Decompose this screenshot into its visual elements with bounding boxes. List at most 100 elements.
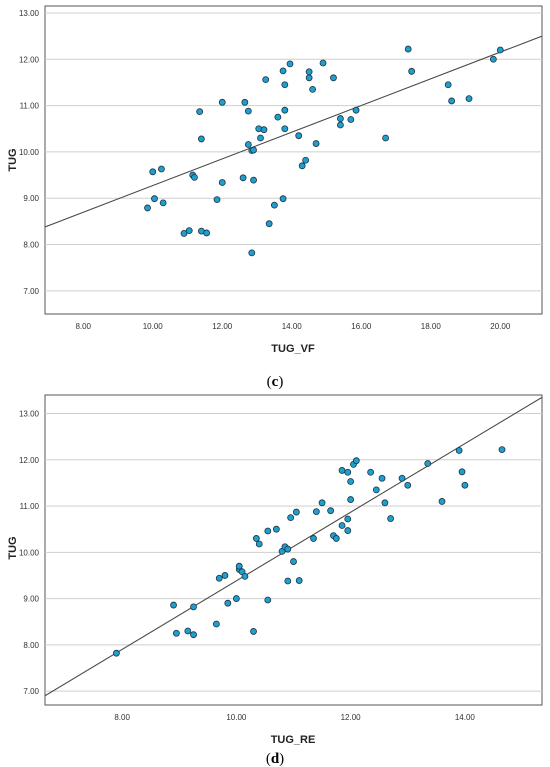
data-point-d [173,630,179,636]
data-point-c [151,196,157,202]
scatter-panel-c: 8.00 10.00 12.00 14.00 16.00 18.00 20.00 7.00 8… [7,6,542,390]
data-point-d [113,650,119,656]
data-point-d [225,600,231,606]
data-point-d [256,541,262,547]
y-tick-label-d: 8.00 [23,641,39,650]
data-point-c [330,75,336,81]
data-point-c [466,96,472,102]
data-point-c [261,127,267,133]
data-point-c [150,169,156,175]
y-tick-label-c: 12.00 [19,55,40,64]
x-tick-label-c: 18.00 [421,322,442,331]
y-axis-title-d: TUG [7,536,19,559]
data-point-d [425,460,431,466]
y-tick-label-d: 11.00 [20,502,40,511]
data-point-c [214,197,220,203]
data-point-d [233,596,239,602]
data-point-c [145,205,151,211]
data-point-c [348,116,354,122]
data-point-c [263,77,269,83]
y-tick-labels-d: 7.008.009.0010.0011.0012.0013.00 [19,410,40,697]
data-point-c [266,221,272,227]
data-point-d [285,578,291,584]
data-point-d [339,522,345,528]
data-point-d [222,572,228,578]
data-point-c [204,230,210,236]
y-tick-labels-c: 7.008.009.0010.0011.0012.0013.00 [19,9,40,296]
data-point-c [299,163,305,169]
y-tick-label-d: 9.00 [23,595,39,604]
data-point-d [313,509,319,515]
data-point-d [345,469,351,475]
data-point-d [399,475,405,481]
data-point-c [242,99,248,105]
data-point-c [245,108,251,114]
data-point-c [198,136,204,142]
y-tick-label-c: 8.00 [23,241,39,250]
data-point-c [197,109,203,115]
data-point-d [273,526,279,532]
plot-frame-c [45,6,542,314]
data-point-c [158,166,164,172]
data-point-c [191,174,197,180]
x-tick-label-d: 10.00 [226,713,247,722]
data-point-c [383,135,389,141]
data-point-d [373,487,379,493]
panel-letter-d: d [271,751,280,767]
data-point-c [296,133,302,139]
data-point-d [339,467,345,473]
data-point-c [310,86,316,92]
panel-letter-c: c [272,374,279,390]
data-point-c [353,107,359,113]
x-axis-title-c: TUG_VF [271,343,315,355]
data-point-c [337,122,343,128]
data-point-c [282,107,288,113]
x-tick-label-d: 8.00 [114,713,130,722]
x-tick-label-d: 14.00 [455,713,476,722]
data-point-d [216,575,222,581]
data-point-c [280,196,286,202]
data-point-d [185,628,191,634]
y-tick-label-c: 10.00 [19,148,40,157]
data-point-d [388,516,394,522]
data-point-d [253,535,259,541]
data-point-c [219,179,225,185]
data-point-c [449,98,455,104]
data-point-d [265,597,271,603]
data-point-c [186,228,192,234]
data-point-c [271,202,277,208]
data-point-d [353,458,359,464]
y-tick-label-d: 7.00 [23,687,39,696]
x-tick-label-c: 12.00 [212,322,233,331]
data-point-d [333,535,339,541]
x-tick-label-c: 14.00 [282,322,303,331]
data-point-c [280,68,286,74]
data-point-c [257,135,263,141]
data-point-d [368,469,374,475]
y-tick-label-d: 13.00 [19,410,40,419]
data-point-d [328,508,334,514]
data-point-c [240,175,246,181]
data-point-d [348,497,354,503]
y-tick-label-d: 10.00 [19,548,40,557]
data-point-d [285,546,291,552]
data-point-d [348,479,354,485]
data-point-d [345,516,351,522]
x-tick-label-c: 20.00 [490,322,511,331]
data-point-c [245,141,251,147]
data-point-c [275,114,281,120]
panel-caption-c: (c) [267,374,284,390]
data-point-d [459,469,465,475]
data-point-d [319,500,325,506]
data-point-c [303,157,309,163]
data-point-d [265,528,271,534]
data-point-c [287,61,293,67]
data-point-d [291,559,297,565]
data-point-c [313,141,319,147]
data-point-c [337,116,343,122]
y-tick-label-c: 11.00 [20,102,40,111]
data-point-c [306,69,312,75]
data-point-d [296,578,302,584]
x-tick-labels-c: 8.00 10.00 12.00 14.00 16.00 18.00 20.00 [75,322,510,331]
